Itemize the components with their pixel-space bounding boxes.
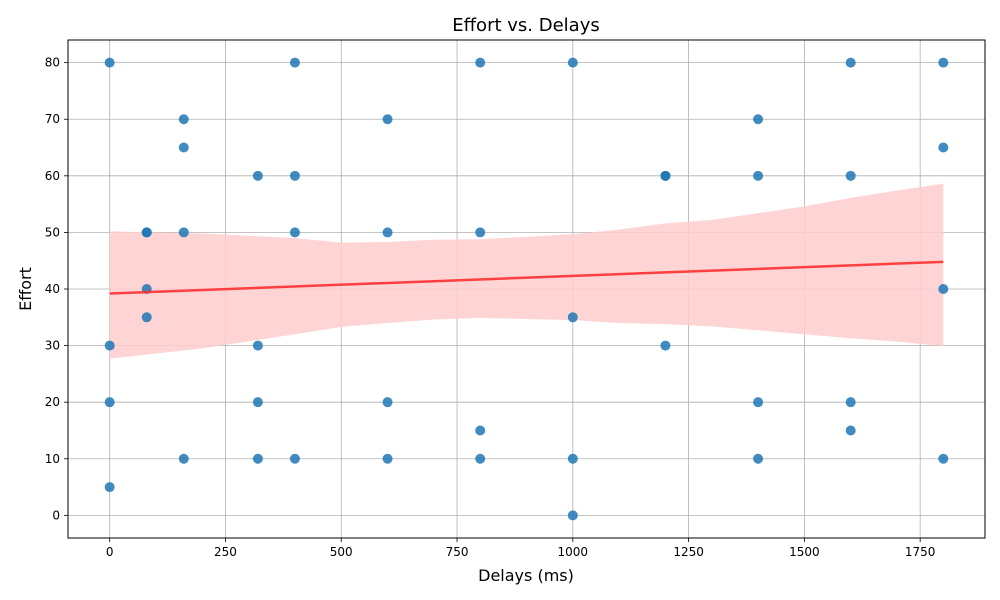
y-tick-label: 60 <box>45 169 60 183</box>
data-point <box>845 397 856 408</box>
y-tick-label: 30 <box>45 339 60 353</box>
data-point <box>289 453 300 464</box>
data-point <box>845 170 856 181</box>
data-point <box>252 397 263 408</box>
data-point <box>753 114 764 125</box>
chart-title: Effort vs. Delays <box>452 15 599 36</box>
data-point <box>753 453 764 464</box>
data-point <box>660 340 671 351</box>
data-point <box>567 510 578 521</box>
data-point <box>753 170 764 181</box>
data-point <box>753 397 764 408</box>
x-axis-label: Delays (ms) <box>478 566 574 585</box>
data-point <box>178 227 189 238</box>
data-point <box>475 425 486 436</box>
data-point <box>252 170 263 181</box>
data-point <box>104 482 115 493</box>
data-point <box>938 453 949 464</box>
y-tick-label: 80 <box>45 56 60 70</box>
data-points <box>104 57 949 521</box>
data-point <box>104 397 115 408</box>
x-tick-label: 1000 <box>558 545 589 559</box>
data-point <box>178 142 189 153</box>
data-point <box>141 227 152 238</box>
x-tick-label: 750 <box>446 545 469 559</box>
x-tick-label: 500 <box>330 545 353 559</box>
data-point <box>289 57 300 68</box>
data-point <box>104 57 115 68</box>
data-point <box>178 114 189 125</box>
y-tick-label: 40 <box>45 282 60 296</box>
regression-line-group <box>109 260 944 295</box>
x-tick-label: 1250 <box>673 545 704 559</box>
x-tick-label: 1500 <box>789 545 820 559</box>
data-point <box>178 453 189 464</box>
data-point <box>845 425 856 436</box>
data-point <box>382 397 393 408</box>
data-point <box>289 170 300 181</box>
data-point <box>567 312 578 323</box>
data-point <box>660 170 671 181</box>
axis-ticks: 0 250 500 750 1000 1250 1500 1750 0 10 20 30 40 50 60 7… <box>45 56 936 559</box>
data-point <box>475 227 486 238</box>
data-point <box>289 227 300 238</box>
data-point <box>475 57 486 68</box>
confidence-interval-band <box>109 183 944 359</box>
data-point <box>567 57 578 68</box>
data-point <box>104 340 115 351</box>
data-point <box>845 57 856 68</box>
y-tick-label: 20 <box>45 395 60 409</box>
data-point <box>938 284 949 294</box>
x-tick-label: 1750 <box>905 545 936 559</box>
y-axis-label: Effort <box>16 267 35 311</box>
data-point <box>141 312 152 323</box>
data-point <box>252 453 263 464</box>
data-point <box>475 453 486 464</box>
data-point <box>938 142 949 153</box>
data-point <box>382 227 393 238</box>
data-point <box>567 453 578 464</box>
confidence-band <box>109 183 944 359</box>
y-tick-label: 0 <box>52 508 60 522</box>
y-tick-label: 70 <box>45 112 60 126</box>
x-tick-label: 250 <box>214 545 237 559</box>
data-point <box>252 340 263 351</box>
x-tick-label: 0 <box>106 545 114 559</box>
data-point <box>382 114 393 125</box>
y-tick-label: 50 <box>45 225 60 239</box>
data-point <box>382 453 393 464</box>
regression-line <box>109 260 944 295</box>
y-tick-label: 10 <box>45 452 60 466</box>
data-point <box>938 57 949 68</box>
